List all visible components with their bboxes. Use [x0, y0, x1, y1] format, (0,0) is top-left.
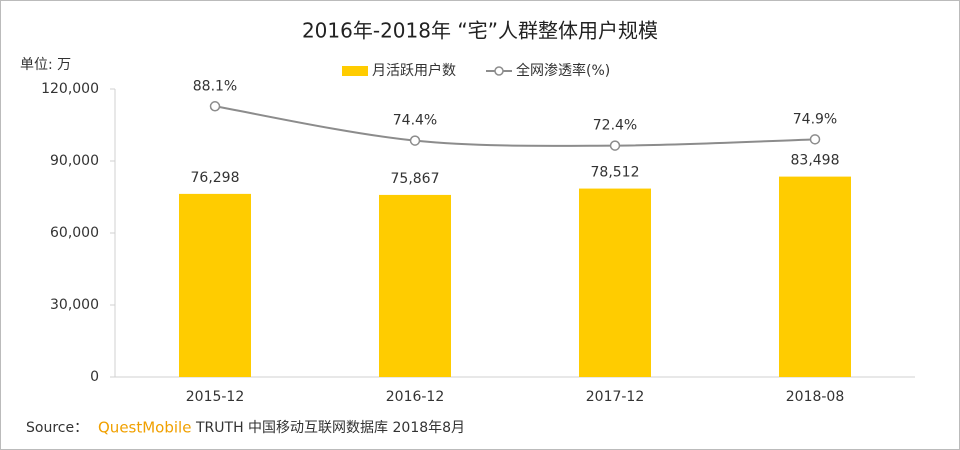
x-tick-label: 2015-12: [186, 389, 245, 405]
x-tick-label: 2018-08: [786, 389, 845, 405]
legend-label: 月活跃用户数: [372, 62, 456, 79]
line-marker: [609, 140, 621, 151]
y-tick-label: 0: [90, 369, 99, 385]
value-label: 78,512: [591, 165, 640, 181]
source-brand: QuestMobile: [98, 419, 191, 437]
value-label: 76,298: [191, 170, 240, 186]
value-label: 75,867: [391, 171, 440, 187]
legend-swatch: [342, 66, 368, 76]
x-tick-label: 2017-12: [586, 389, 645, 405]
source-text: TRUTH 中国移动互联网数据库 2018年8月: [195, 420, 465, 436]
y-axis-label: 单位: 万: [20, 57, 71, 73]
value-label: 83,498: [791, 153, 840, 169]
y-tick-label: 30,000: [50, 297, 99, 313]
bar: [379, 194, 451, 377]
bar: [579, 188, 651, 377]
value-label: 74.9%: [793, 111, 837, 127]
line: [214, 105, 816, 147]
bar: [179, 193, 251, 377]
line-marker: [809, 134, 821, 145]
value-label: 88.1%: [193, 78, 237, 94]
y-tick-label: 90,000: [50, 153, 99, 169]
chart-title: 2016年-2018年 “宅”人群整体用户规模: [302, 19, 658, 43]
line-marker: [409, 135, 421, 146]
value-label: 74.4%: [393, 113, 437, 129]
source-prefix: Source：: [26, 420, 88, 436]
line-marker: [209, 101, 221, 112]
legend-label: 全网渗透率(%): [516, 62, 610, 79]
legend-marker: [494, 66, 504, 76]
value-label: 72.4%: [593, 118, 637, 134]
bar: [779, 176, 851, 377]
y-tick-label: 120,000: [41, 81, 99, 97]
y-tick-label: 60,000: [50, 225, 99, 241]
x-tick-label: 2016-12: [386, 389, 445, 405]
